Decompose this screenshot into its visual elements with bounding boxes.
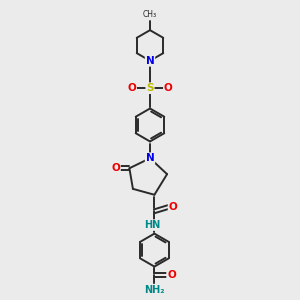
Text: S: S	[146, 83, 154, 93]
Text: O: O	[167, 270, 176, 280]
Text: O: O	[111, 163, 120, 173]
Text: N: N	[146, 56, 154, 66]
Text: O: O	[164, 83, 172, 93]
Text: O: O	[128, 83, 136, 93]
Text: HN: HN	[144, 220, 160, 230]
Text: N: N	[146, 153, 154, 163]
Text: NH₂: NH₂	[144, 285, 165, 295]
Text: O: O	[169, 202, 177, 212]
Text: CH₃: CH₃	[143, 10, 157, 19]
